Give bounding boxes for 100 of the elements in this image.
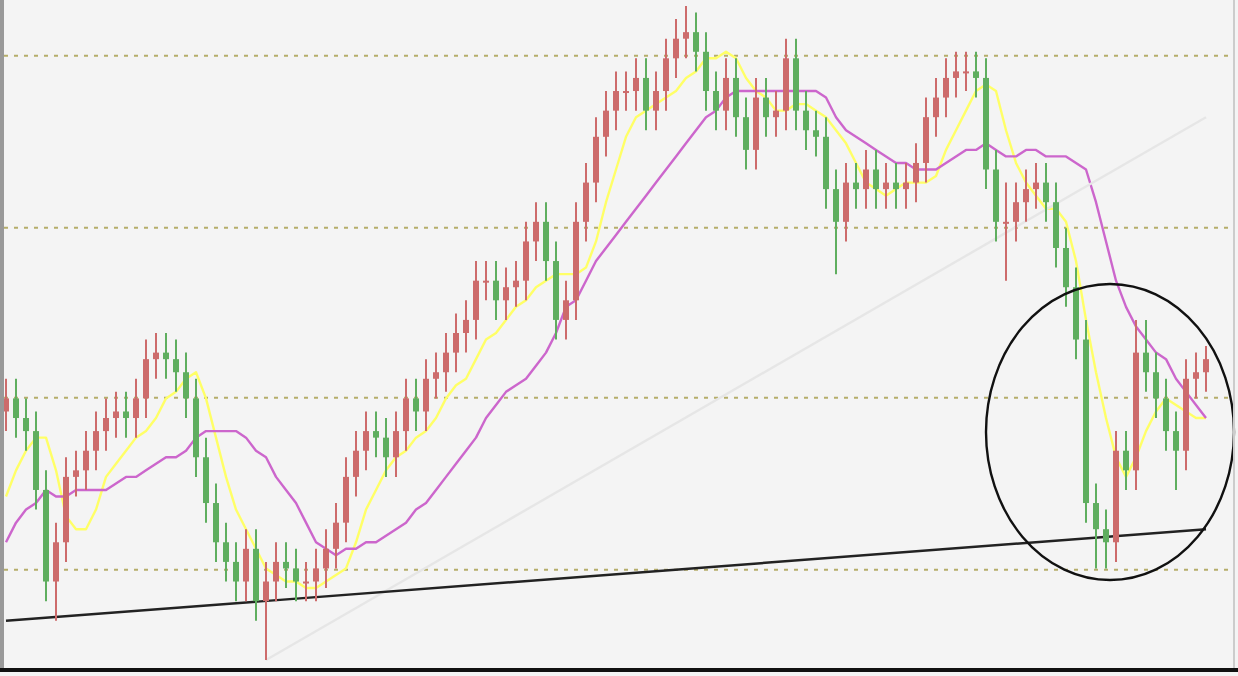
candlestick: [803, 90, 809, 151]
candlestick: [283, 541, 289, 590]
candlestick: [1033, 161, 1039, 210]
candlestick: [1123, 430, 1129, 491]
candlestick: [763, 76, 769, 138]
candlestick: [143, 338, 149, 420]
candlestick: [673, 18, 679, 79]
candlestick: [883, 161, 889, 210]
candlestick: [953, 50, 959, 99]
candlestick: [813, 109, 819, 158]
candlestick: [923, 96, 929, 184]
candlestick: [713, 70, 719, 132]
candlestick: [403, 377, 409, 452]
candlestick: [123, 390, 129, 439]
candlestick: [1023, 168, 1029, 223]
candlestick: [163, 332, 169, 380]
candlestick: [543, 201, 549, 282]
candlestick: [93, 410, 99, 472]
candlestick: [113, 390, 119, 439]
candlestick: [623, 70, 629, 112]
candlestick: [183, 351, 189, 420]
candlestick: [683, 5, 689, 60]
candlestick: [423, 358, 429, 433]
candlestick: [853, 161, 859, 210]
candlestick: [733, 57, 739, 138]
candlestick: [353, 430, 359, 498]
candlestick: [523, 220, 529, 302]
candlestick: [613, 70, 619, 132]
candlestick: [1093, 482, 1099, 570]
candlestick: [493, 260, 499, 321]
candlestick: [453, 312, 459, 374]
candlestick: [593, 116, 599, 204]
candlestick: [273, 541, 279, 603]
candlestick: [243, 528, 249, 603]
candlestick: [893, 161, 899, 210]
candlestick: [503, 266, 509, 321]
candlestick: [663, 37, 669, 112]
candlestick: [413, 377, 419, 433]
candlestick: [483, 260, 489, 302]
candlestick: [743, 96, 749, 171]
candlestick: [583, 161, 589, 243]
candlestick: [1103, 508, 1109, 570]
candlestick: [773, 90, 779, 138]
candlestick: [133, 377, 139, 439]
candlestick: [1163, 377, 1169, 452]
candlestick: [463, 299, 469, 354]
candlestick: [833, 168, 839, 276]
candlestick: [643, 57, 649, 132]
candlestick: [1193, 351, 1199, 400]
candlestick: [173, 338, 179, 393]
candlestick: [103, 397, 109, 452]
candlestick: [393, 410, 399, 478]
candlestick: [653, 70, 659, 132]
candlestick: [383, 417, 389, 478]
candlestick: [513, 260, 519, 308]
candlestick: [23, 397, 29, 452]
candlestick: [903, 161, 909, 210]
candlestick: [1143, 318, 1149, 393]
candlestick: [723, 57, 729, 132]
candlestick: [1043, 161, 1049, 223]
candlestick: [693, 11, 699, 73]
candlestick: [933, 76, 939, 138]
candlestick: [1063, 227, 1069, 308]
candlestick: [303, 560, 309, 603]
candlestick: [83, 430, 89, 491]
candlestick: [153, 332, 159, 380]
candlestick: [263, 560, 269, 661]
candlestick: [333, 502, 339, 570]
candlestick: [363, 410, 369, 472]
candlestick: [963, 50, 969, 93]
candlestick: [433, 351, 439, 400]
candlestick: [943, 57, 949, 119]
candlestick: [13, 377, 19, 439]
candlestick: [223, 521, 229, 583]
candlestick: [323, 528, 329, 590]
candlestick: [633, 57, 639, 112]
candlestick: [343, 456, 349, 544]
candlestick: [533, 201, 539, 263]
candlestick: [863, 148, 869, 210]
candlestick: [703, 31, 709, 112]
candlestick: [603, 90, 609, 158]
candlestick: [973, 50, 979, 99]
candlestick: [913, 142, 919, 204]
candlestick: [313, 547, 319, 603]
candlestick: [213, 482, 219, 563]
candlestick: [843, 161, 849, 243]
candlestick: [443, 332, 449, 393]
candlestick: [1053, 181, 1059, 269]
candlestick: [473, 260, 479, 341]
candlestick: [233, 541, 239, 603]
candlestick: [1003, 181, 1009, 282]
candlestick: [203, 436, 209, 524]
candlestick: [73, 449, 79, 498]
candlestick: [1153, 351, 1159, 420]
candlestick: [373, 410, 379, 459]
candlestick: [1203, 345, 1209, 393]
candlestick: [1173, 410, 1179, 491]
candlestick: [873, 148, 879, 210]
candlestick: [1013, 181, 1019, 243]
candlestick: [563, 279, 569, 341]
